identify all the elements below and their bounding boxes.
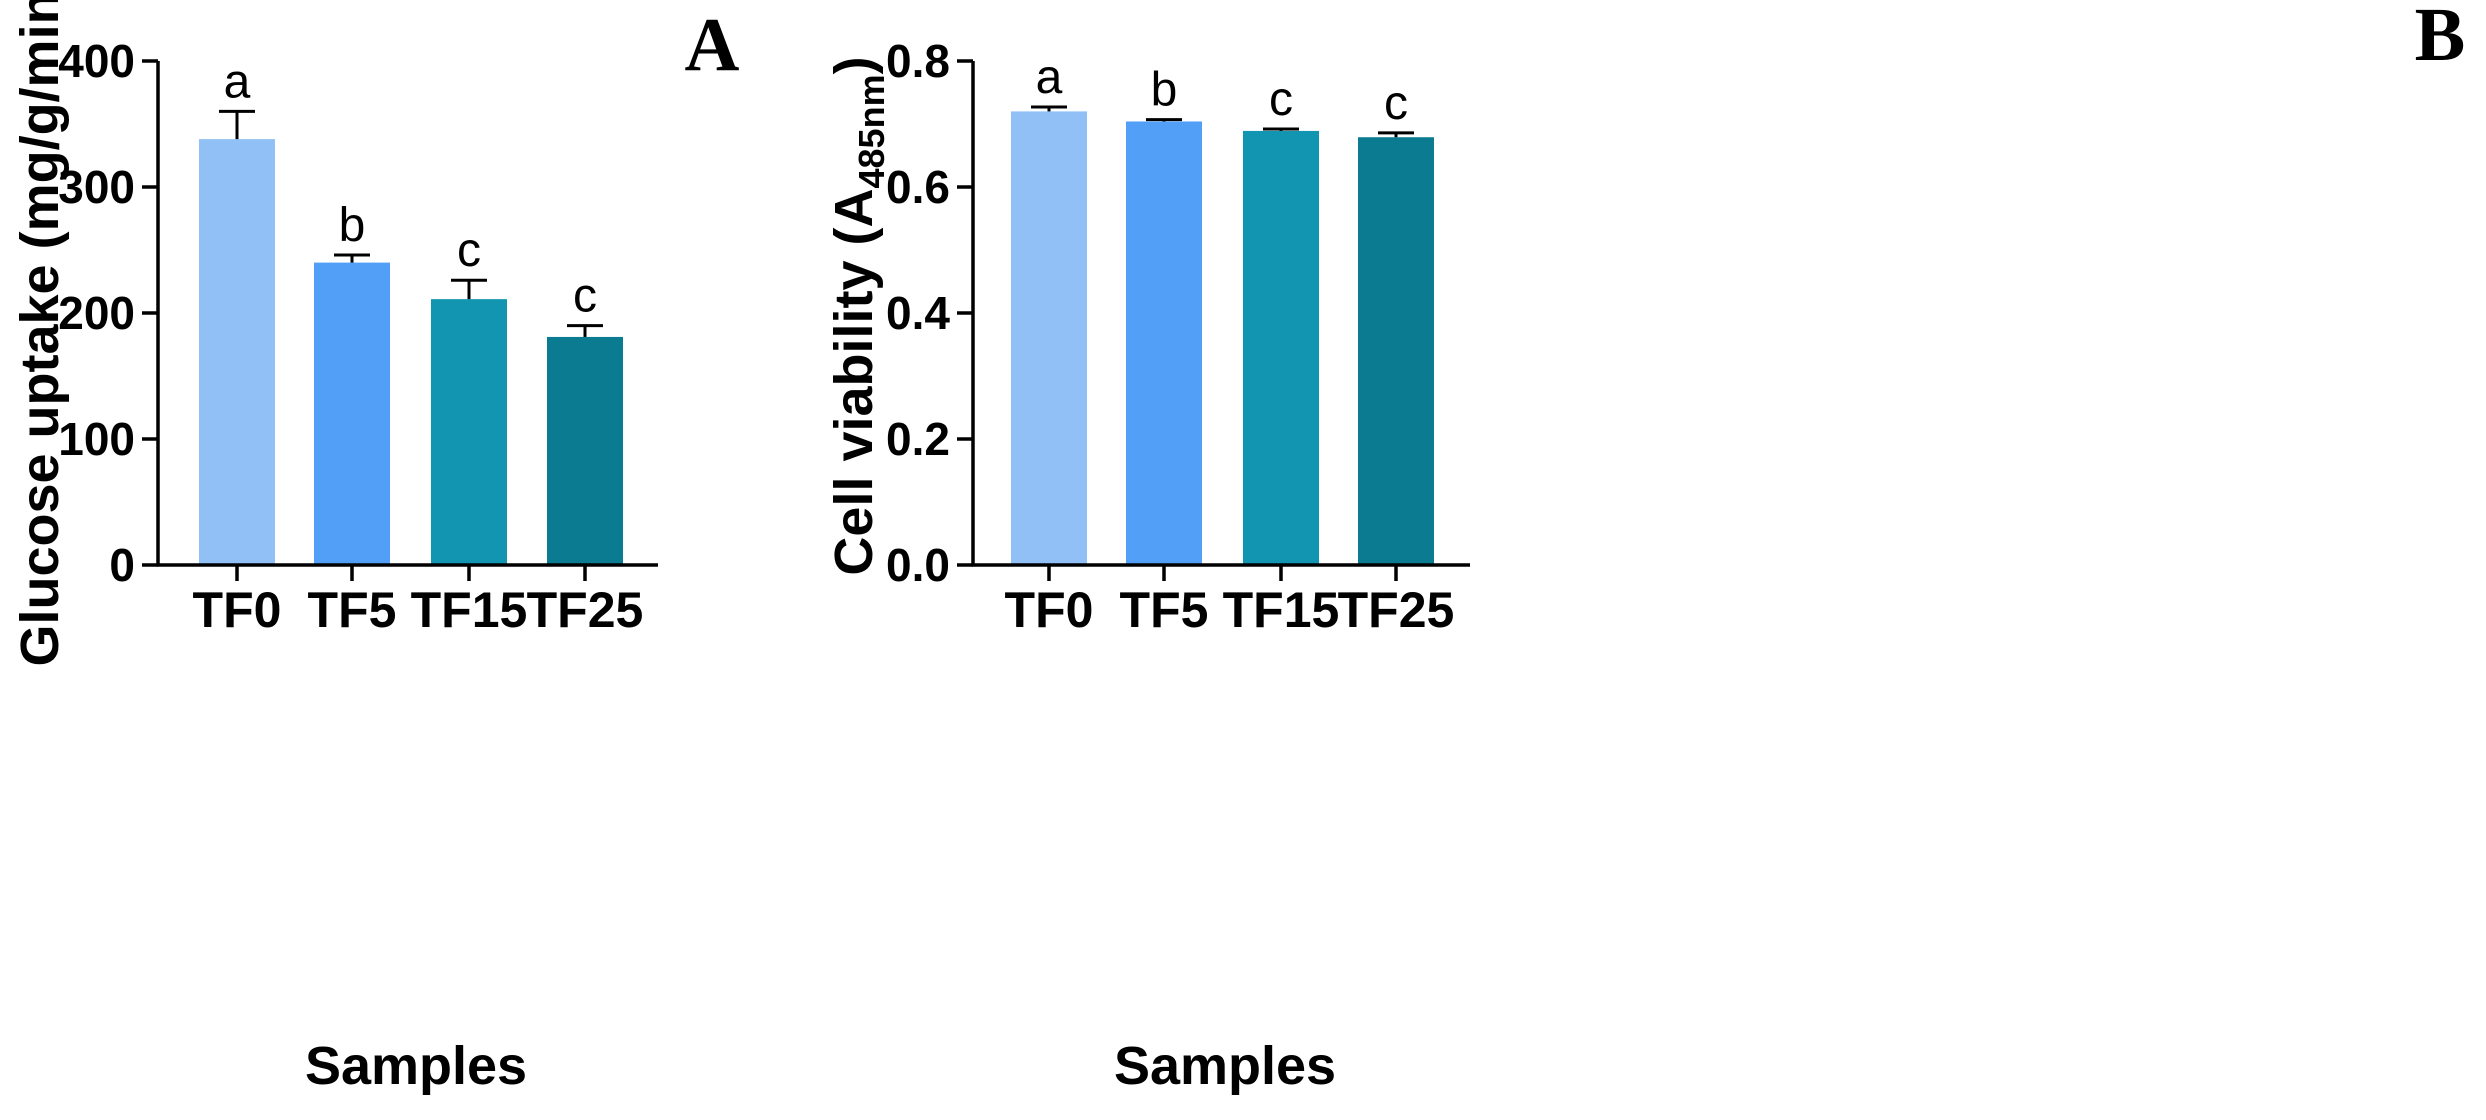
panel-b-y-tick-label: 0.8 (886, 35, 950, 87)
panel-b-x-tick-label-tf15: TF15 (1223, 582, 1340, 638)
panel-a-x-tick-label-tf0: TF0 (193, 582, 282, 638)
panel-a-x-tick-label-tf5: TF5 (308, 582, 397, 638)
panel-b-error-bar-tf5 (1146, 118, 1182, 122)
panel-a-error-bar-tf15 (451, 278, 487, 300)
panel-a-error-bar-tf5 (334, 253, 370, 263)
panel-a-x-tick-label-tf25: TF25 (527, 582, 644, 638)
panel-a-bar-tf5 (314, 262, 390, 565)
panel-a-y-axis-title: Glucose uptake (mg/g/min) (10, 0, 70, 667)
panel-a-y-tick-label: 300 (58, 161, 135, 213)
panel-a-error-bar-tf25 (567, 324, 603, 337)
panel-b-bars (1011, 111, 1434, 566)
panel-b-significance-tf15: c (1269, 73, 1293, 126)
panel-b-significance-tf25: c (1384, 77, 1408, 130)
panel-b-error-bar-tf15 (1263, 127, 1299, 131)
panel-b-bar-tf5 (1126, 121, 1202, 565)
panel-b-significance-tf5: b (1151, 64, 1178, 117)
panel-b-label: B (2415, 0, 2466, 77)
panel-a-x-axis: TF0 TF5 TF15 TF25 (156, 563, 658, 638)
panel-a-significance-tf25: c (573, 270, 597, 323)
panel-b-y-tick-label: 0.0 (886, 539, 950, 591)
panel-b-significance-tf0: a (1036, 51, 1063, 104)
panel-b-error-bar-tf0 (1031, 105, 1067, 112)
panel-b-y-tick-label: 0.2 (886, 413, 950, 465)
panel-b-x-axis-title: Samples (1114, 1036, 1336, 1096)
panel-b-y-axis-title-main: Cell viability (A (824, 188, 884, 575)
panel-a-y-tick-label: 200 (58, 287, 135, 339)
panel-b-y-axis-title-subscript: 485nm (851, 74, 892, 188)
panel-b-x-tick-label-tf25: TF25 (1338, 582, 1455, 638)
panel-a-x-axis-title: Samples (305, 1036, 527, 1096)
panel-b-y-axis: 0.0 0.2 0.4 0.6 0.8 (886, 35, 975, 591)
panel-a-bar-tf25 (547, 336, 623, 565)
panel-a-chart: a b c c 0 100 200 300 400 TF0 TF5 TF15 TF25 Sample… (10, 0, 740, 1096)
panel-b-y-tick-label: 0.6 (886, 161, 950, 213)
panel-a-x-tick-label-tf15: TF15 (411, 582, 528, 638)
panel-a-y-tick-label: 100 (58, 413, 135, 465)
panel-a-significance-tf5: b (339, 199, 366, 252)
panel-b-y-axis-title-close: ) (824, 56, 884, 74)
panel-a-significance-tf15: c (457, 224, 481, 277)
panel-a-error-bars (219, 109, 603, 337)
panel-b-error-bar-tf25 (1378, 131, 1414, 138)
panel-a-bars (199, 139, 623, 565)
panel-b-error-bars (1031, 105, 1414, 138)
panel-b-y-tick-label: 0.4 (886, 287, 950, 339)
panel-a-y-tick-label: 400 (58, 35, 135, 87)
panel-b-x-tick-label-tf5: TF5 (1120, 582, 1209, 638)
panel-b-y-axis-title: Cell viability (A485nm) (824, 56, 892, 575)
panel-a-significance-letters: a b c c (224, 55, 597, 322)
panel-a-significance-tf0: a (224, 55, 251, 108)
panel-a-y-axis: 0 100 200 300 400 (58, 35, 160, 591)
panel-a-bar-tf0 (199, 139, 275, 565)
panel-a-label: A (685, 3, 740, 87)
panel-b-x-tick-label-tf0: TF0 (1005, 582, 1094, 638)
panel-a-y-tick-label: 0 (109, 539, 135, 591)
panel-b-bar-tf0 (1011, 111, 1087, 566)
panel-a-error-bar-tf0 (219, 109, 255, 140)
panel-b-bar-tf25 (1358, 137, 1434, 566)
panel-a-bar-tf15 (431, 299, 507, 565)
panel-b-bar-tf15 (1243, 130, 1319, 565)
